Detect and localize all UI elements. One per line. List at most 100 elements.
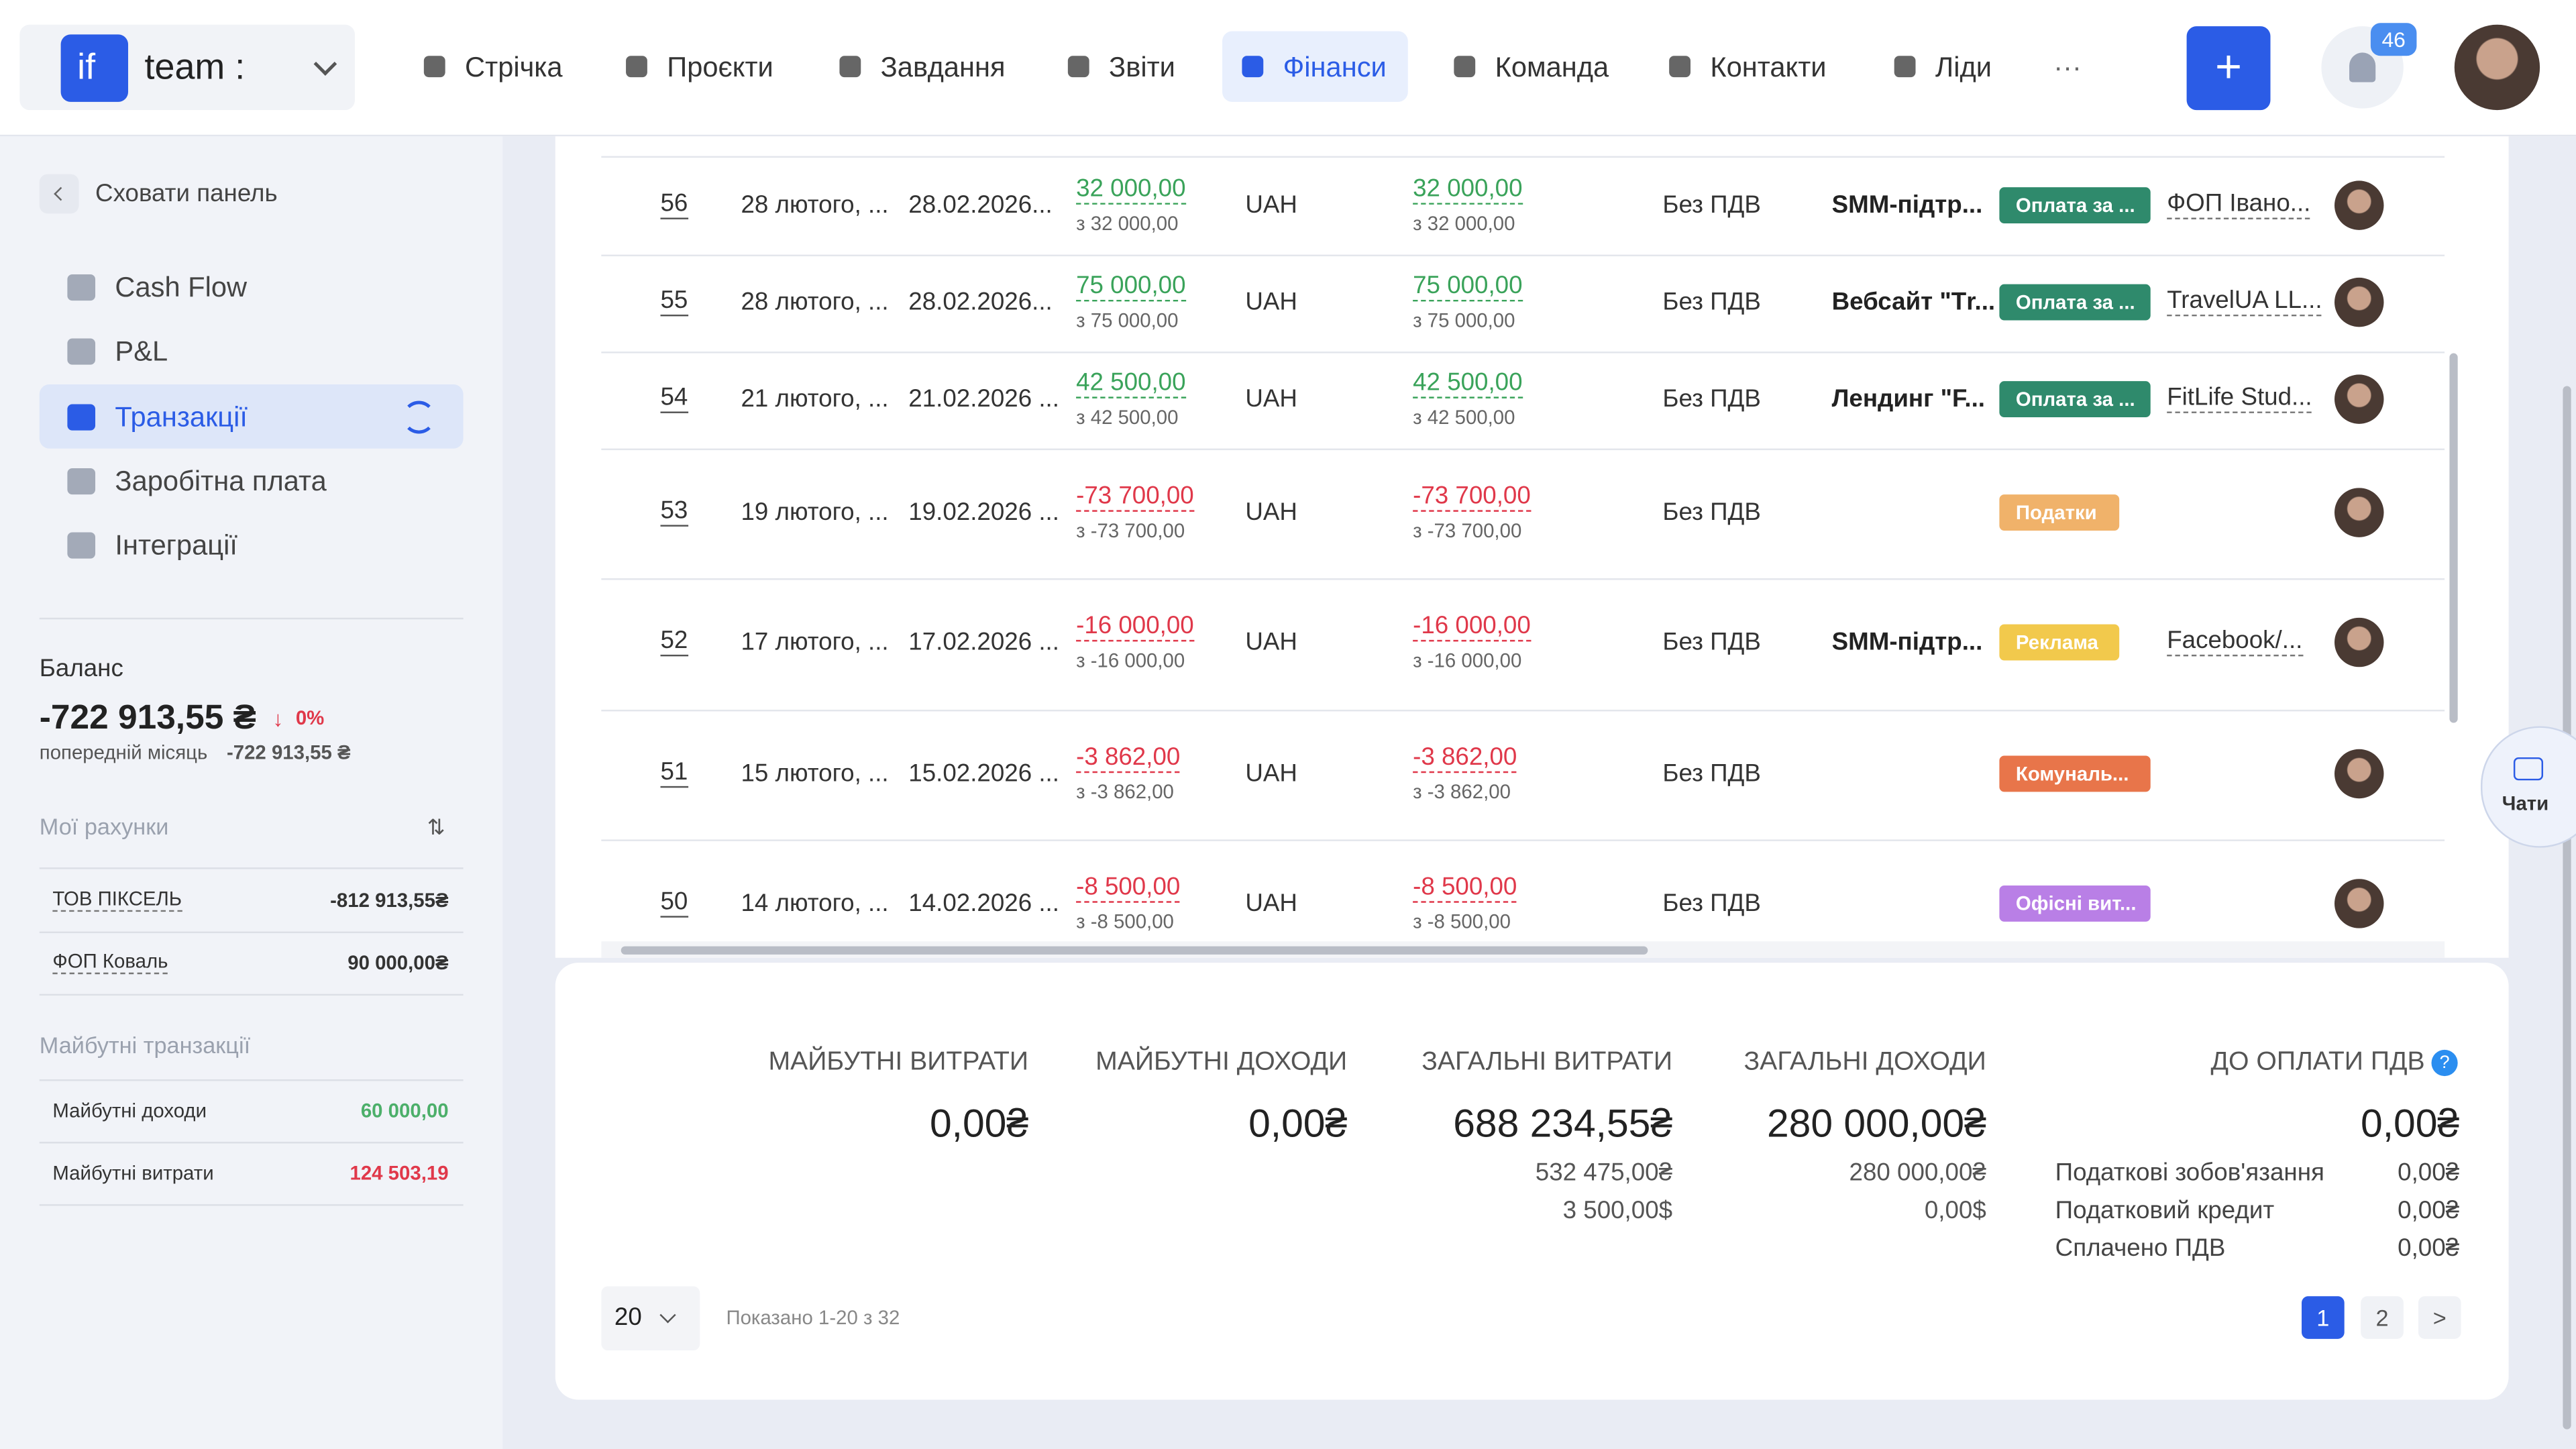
page-button[interactable] bbox=[2302, 1296, 2345, 1339]
counterparty[interactable]: TravelUA LL... bbox=[2167, 288, 2322, 317]
category: Офісні вит... bbox=[2015, 892, 2137, 916]
vat: Без ПДВ bbox=[1662, 890, 1761, 918]
vat: Без ПДВ bbox=[1662, 385, 1761, 413]
nav-item[interactable]: Фінанси bbox=[1283, 52, 1387, 83]
page-scroll-thumb[interactable] bbox=[2563, 386, 2571, 1430]
vat-value: 0,00₴ bbox=[2398, 1159, 2460, 1187]
chat-label[interactable]: Чати bbox=[2502, 792, 2549, 815]
chat-button[interactable] bbox=[2480, 726, 2576, 848]
account-name[interactable]: ФОП Коваль bbox=[52, 951, 168, 975]
row-id[interactable]: 50 bbox=[660, 890, 688, 918]
shown-count: Показано 1-20 з 32 bbox=[726, 1305, 900, 1330]
future-title: Майбутні транзакції bbox=[39, 1031, 251, 1059]
menu-active-bg[interactable] bbox=[39, 384, 464, 449]
vat-value: 0,00₴ bbox=[2398, 1234, 2460, 1263]
menu-item[interactable]: Заробітна плата bbox=[115, 466, 327, 497]
menu-item[interactable]: Інтеграції bbox=[115, 529, 237, 561]
amount: -3 862,00 bbox=[1076, 745, 1181, 773]
add-button[interactable] bbox=[2186, 26, 2271, 111]
page-number[interactable]: 1 bbox=[2316, 1304, 2330, 1331]
user-avatar bbox=[2334, 277, 2384, 327]
row-line bbox=[39, 1142, 464, 1144]
nav-more[interactable]: ··· bbox=[2053, 52, 2082, 83]
summary-sub: 532 475,00₴ bbox=[1535, 1159, 1673, 1187]
future-name: Майбутні витрати bbox=[52, 1161, 214, 1185]
avatar[interactable] bbox=[2454, 24, 2540, 111]
per-page-select[interactable] bbox=[601, 1286, 700, 1351]
summary-value: 688 234,55₴ bbox=[1453, 1102, 1673, 1147]
menu-item[interactable]: Транзакції bbox=[115, 401, 248, 433]
nav-item[interactable]: Стрічка bbox=[465, 52, 563, 83]
amount: 32 000,00 bbox=[1076, 176, 1186, 205]
help-icon[interactable]: ? bbox=[2431, 1049, 2458, 1077]
row-due-date: 28.02.2026... bbox=[908, 191, 1053, 219]
page-number[interactable]: 2 bbox=[2375, 1304, 2389, 1331]
summary-value: 280 000,00₴ bbox=[1766, 1102, 1986, 1147]
amount: 42 500,00 bbox=[1076, 370, 1186, 398]
row-date: 28 лютого, ... bbox=[741, 288, 889, 317]
nav-item[interactable]: Завдання bbox=[880, 52, 1006, 83]
category: Реклама bbox=[2015, 631, 2098, 654]
row-id[interactable]: 51 bbox=[660, 760, 688, 788]
spinner bbox=[402, 400, 435, 434]
row-separator bbox=[601, 578, 2445, 580]
row-date: 21 лютого, ... bbox=[741, 385, 889, 413]
badge bbox=[2370, 23, 2417, 56]
summary-sub: 3 500,00$ bbox=[1562, 1197, 1673, 1225]
category-tag bbox=[1999, 885, 2151, 922]
row-id[interactable]: 53 bbox=[660, 498, 688, 527]
page-button[interactable] bbox=[2361, 1296, 2404, 1339]
amount-original: з 42 500,00 bbox=[1076, 405, 1179, 429]
menu-icon bbox=[67, 404, 96, 431]
add-label[interactable]: + bbox=[2214, 41, 2243, 93]
nav-item[interactable]: Звіти bbox=[1109, 52, 1175, 83]
user-avatar bbox=[2334, 749, 2384, 799]
category-tag bbox=[1999, 381, 2151, 418]
counterparty[interactable]: FitLife Stud... bbox=[2167, 385, 2312, 413]
hide-button[interactable] bbox=[39, 174, 79, 214]
vat: Без ПДВ bbox=[1662, 498, 1761, 527]
workspace-name: team : bbox=[144, 46, 246, 87]
row-id[interactable]: 52 bbox=[660, 629, 688, 657]
currency: UAH bbox=[1245, 288, 1297, 317]
counterparty[interactable]: Facebook/... bbox=[2167, 629, 2303, 657]
currency: UAH bbox=[1245, 628, 1297, 657]
nav-icon bbox=[1242, 56, 1264, 78]
summary-value: 0,00₴ bbox=[1248, 1102, 1348, 1147]
summary-sub: 280 000,00₴ bbox=[1849, 1159, 1986, 1187]
row-due-date: 19.02.2026 ... bbox=[908, 498, 1059, 527]
v-scroll-thumb[interactable] bbox=[2449, 353, 2458, 723]
logo-box bbox=[60, 34, 129, 102]
amount: -73 700,00 bbox=[1076, 484, 1194, 512]
account-name[interactable]: ТОВ ПІКСЕЛЬ bbox=[52, 889, 182, 912]
sort-icon[interactable]: ⇅ bbox=[427, 814, 445, 840]
next-button[interactable] bbox=[2418, 1296, 2461, 1339]
menu-item[interactable]: Cash Flow bbox=[115, 272, 248, 303]
row-id[interactable]: 54 bbox=[660, 385, 688, 413]
balance-title: Баланс bbox=[39, 654, 123, 683]
hide-panel[interactable]: Сховати панель bbox=[95, 180, 278, 208]
sidebar bbox=[0, 136, 503, 1449]
nav-icon bbox=[1454, 56, 1476, 78]
nav-item[interactable]: Контакти bbox=[1710, 52, 1827, 83]
nav-item[interactable]: Проєкти bbox=[667, 52, 773, 83]
vat-value: 0,00₴ bbox=[2398, 1197, 2460, 1225]
row-id[interactable]: 56 bbox=[660, 191, 688, 219]
nav-item[interactable]: Команда bbox=[1495, 52, 1609, 83]
amount-original: з -3 862,00 bbox=[1413, 780, 1511, 804]
amount-original: з 32 000,00 bbox=[1413, 211, 1515, 235]
nav-item[interactable]: Ліди bbox=[1935, 52, 1992, 83]
next-label[interactable]: > bbox=[2432, 1304, 2447, 1331]
amount: -73 700,00 bbox=[1413, 484, 1531, 512]
summary-card bbox=[555, 963, 2509, 1400]
amount: 42 500,00 bbox=[1413, 370, 1523, 398]
menu-item[interactable]: P&L bbox=[115, 335, 168, 368]
counterparty[interactable]: ФОП Івано... bbox=[2167, 191, 2311, 219]
h-scroll-thumb[interactable] bbox=[621, 946, 1648, 955]
row-id[interactable]: 55 bbox=[660, 288, 688, 317]
menu-icon bbox=[67, 532, 96, 559]
project: SMM-підтр... bbox=[1831, 628, 1983, 657]
amount-original: з 42 500,00 bbox=[1413, 405, 1515, 429]
row-date: 15 лютого, ... bbox=[741, 759, 889, 788]
account-balance: 90 000,00₴ bbox=[347, 951, 449, 975]
